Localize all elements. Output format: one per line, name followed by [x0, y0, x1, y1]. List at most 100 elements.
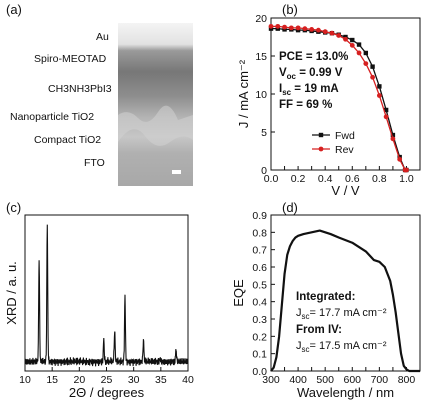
y-tick-label-b: 10	[255, 89, 267, 101]
x-axis-title-d: Wavelength / nm	[297, 385, 394, 400]
annotation-ff: FF = 69 %	[279, 99, 332, 111]
legend-label-fwd: Fwd	[335, 130, 355, 142]
panel-label-b: (b)	[282, 2, 298, 17]
x-tick-label-b: 0.0	[264, 173, 279, 185]
annotation-from-iv: From IV:	[296, 324, 342, 336]
jv-plot: 0.0 0.2 0.4 0.6 0.8 1.0 0 5 10 15 20 V / V J / mA cm…	[236, 13, 421, 198]
y-tick-label-d: 0.9	[252, 210, 267, 222]
y-tick-label-d: 0.8	[252, 227, 267, 239]
annotation-voc: Voc = 0.99 V	[279, 67, 343, 81]
y-tick-label-d: 0.4	[252, 297, 267, 309]
sem-texture	[118, 105, 193, 146]
x-tick-label-c: 15	[46, 374, 58, 386]
y-tick-label-b: 0	[261, 165, 267, 177]
x-tick-label-b: 0.2	[291, 173, 306, 185]
series-line-rev	[271, 25, 407, 171]
data-point-rev	[363, 61, 369, 66]
x-tick-label-c: 20	[73, 374, 85, 386]
annotation-jsc-integrated: Jsc= 17.7 mA cm⁻²	[296, 307, 387, 321]
layer-fto: FTO	[84, 157, 105, 169]
xrd-plot: 10 15 20 25 30 35 40 2Θ / degrees XRD / a. u.	[4, 214, 194, 400]
data-point-rev	[343, 36, 348, 42]
data-point-rev	[376, 93, 382, 98]
eqe-curve	[270, 229, 420, 373]
data-point-rev	[370, 74, 375, 80]
data-point-fwd	[350, 37, 355, 43]
y-tick-label-d: 0.5	[252, 279, 267, 291]
x-tick-label-c: 30	[128, 374, 140, 386]
data-point-fwd	[370, 64, 375, 69]
x-tick-label-c: 40	[182, 374, 194, 386]
data-point-fwd	[356, 42, 362, 47]
panel-label-c: (c)	[6, 200, 21, 215]
x-tick-label-d: 800	[398, 374, 416, 386]
data-point-rev	[268, 23, 274, 29]
x-tick-label-d: 400	[289, 374, 307, 386]
series-line-fwd	[271, 27, 407, 171]
y-tick-label-d: 0.6	[252, 262, 267, 274]
y-tick-label-b: 15	[255, 51, 267, 63]
data-point-rev	[356, 50, 362, 56]
annotation-isc: Isc = 19 mA	[279, 83, 339, 97]
panel-label-a: (a)	[6, 2, 22, 17]
x-tick-label-d: 300	[262, 374, 280, 386]
data-point-rev	[404, 167, 409, 173]
y-axis-title-d: EQE	[231, 279, 246, 307]
eqe-plot: 300 400 500 600 700 800 0.0 0.1 0.2 0.3 0.4 0.5 0.6 0…	[231, 210, 421, 400]
x-axis-title-c: 2Θ / degrees	[69, 385, 145, 400]
data-point-rev	[316, 27, 321, 33]
x-tick-label-d: 500	[316, 374, 334, 386]
layer-compact-tio2: Compact TiO2	[34, 134, 101, 146]
y-axis-title-c: XRD / a. u.	[4, 261, 19, 325]
data-point-rev	[329, 30, 335, 36]
data-point-rev	[288, 25, 294, 31]
layer-au: Au	[96, 31, 109, 43]
y-axis-title-b: J / mA cm⁻²	[236, 59, 251, 128]
annotation-pce: PCE = 13.0%	[279, 51, 348, 63]
y-tick-label-d: 0.0	[252, 366, 267, 378]
data-point-rev	[302, 26, 308, 32]
data-point-fwd	[363, 50, 369, 56]
x-tick-label-b: 0.6	[345, 173, 360, 185]
x-tick-label-c: 25	[101, 374, 113, 386]
legend-marker-fwd	[318, 132, 324, 138]
data-point-rev	[295, 25, 301, 31]
legend-marker-rev	[318, 146, 324, 152]
data-point-fwd	[383, 107, 389, 113]
y-tick-label-b: 5	[261, 127, 267, 139]
x-tick-label-b: 0.4	[318, 173, 333, 185]
data-point-rev	[275, 23, 281, 29]
y-tick-label-d: 0.7	[252, 245, 267, 257]
x-tick-label-c: 10	[19, 374, 31, 386]
sem-cross-section: Au Spiro-MEOTAD CH3NH3PbI3 Nanoparticle …	[10, 23, 193, 186]
data-point-rev	[309, 27, 315, 32]
y-tick-label-d: 0.1	[252, 349, 267, 361]
x-tick-label-b: 1.0	[399, 173, 414, 185]
x-tick-label-d: 700	[371, 374, 389, 386]
data-point-rev	[322, 29, 328, 35]
y-tick-label-d: 0.3	[252, 314, 267, 326]
annotation-integrated: Integrated:	[296, 291, 355, 303]
data-point-rev	[390, 136, 396, 142]
x-tick-label-c: 35	[155, 374, 167, 386]
data-point-rev	[282, 24, 287, 30]
x-axis-title-b: V / V	[331, 183, 360, 198]
data-point-rev	[397, 156, 403, 162]
data-point-fwd	[390, 132, 396, 138]
x-tick-label-d: 600	[344, 374, 362, 386]
plot-frame-c	[24, 214, 189, 372]
data-point-rev	[383, 114, 389, 120]
data-point-rev	[336, 33, 342, 38]
sem-image	[118, 23, 193, 186]
annotation-jsc-iv: Jsc= 17.5 mA cm⁻²	[296, 340, 387, 354]
data-point-rev	[349, 42, 355, 48]
y-tick-label-b: 20	[255, 13, 267, 25]
data-point-fwd	[377, 84, 382, 89]
scale-bar	[172, 170, 181, 174]
legend-label-rev: Rev	[335, 144, 354, 156]
layer-nanoparticle-tio2: Nanoparticle TiO2	[10, 111, 94, 123]
xrd-pattern-line	[24, 224, 189, 367]
layer-perovskite: CH3NH3PbI3	[48, 83, 112, 95]
panel-label-d: (d)	[282, 200, 298, 215]
